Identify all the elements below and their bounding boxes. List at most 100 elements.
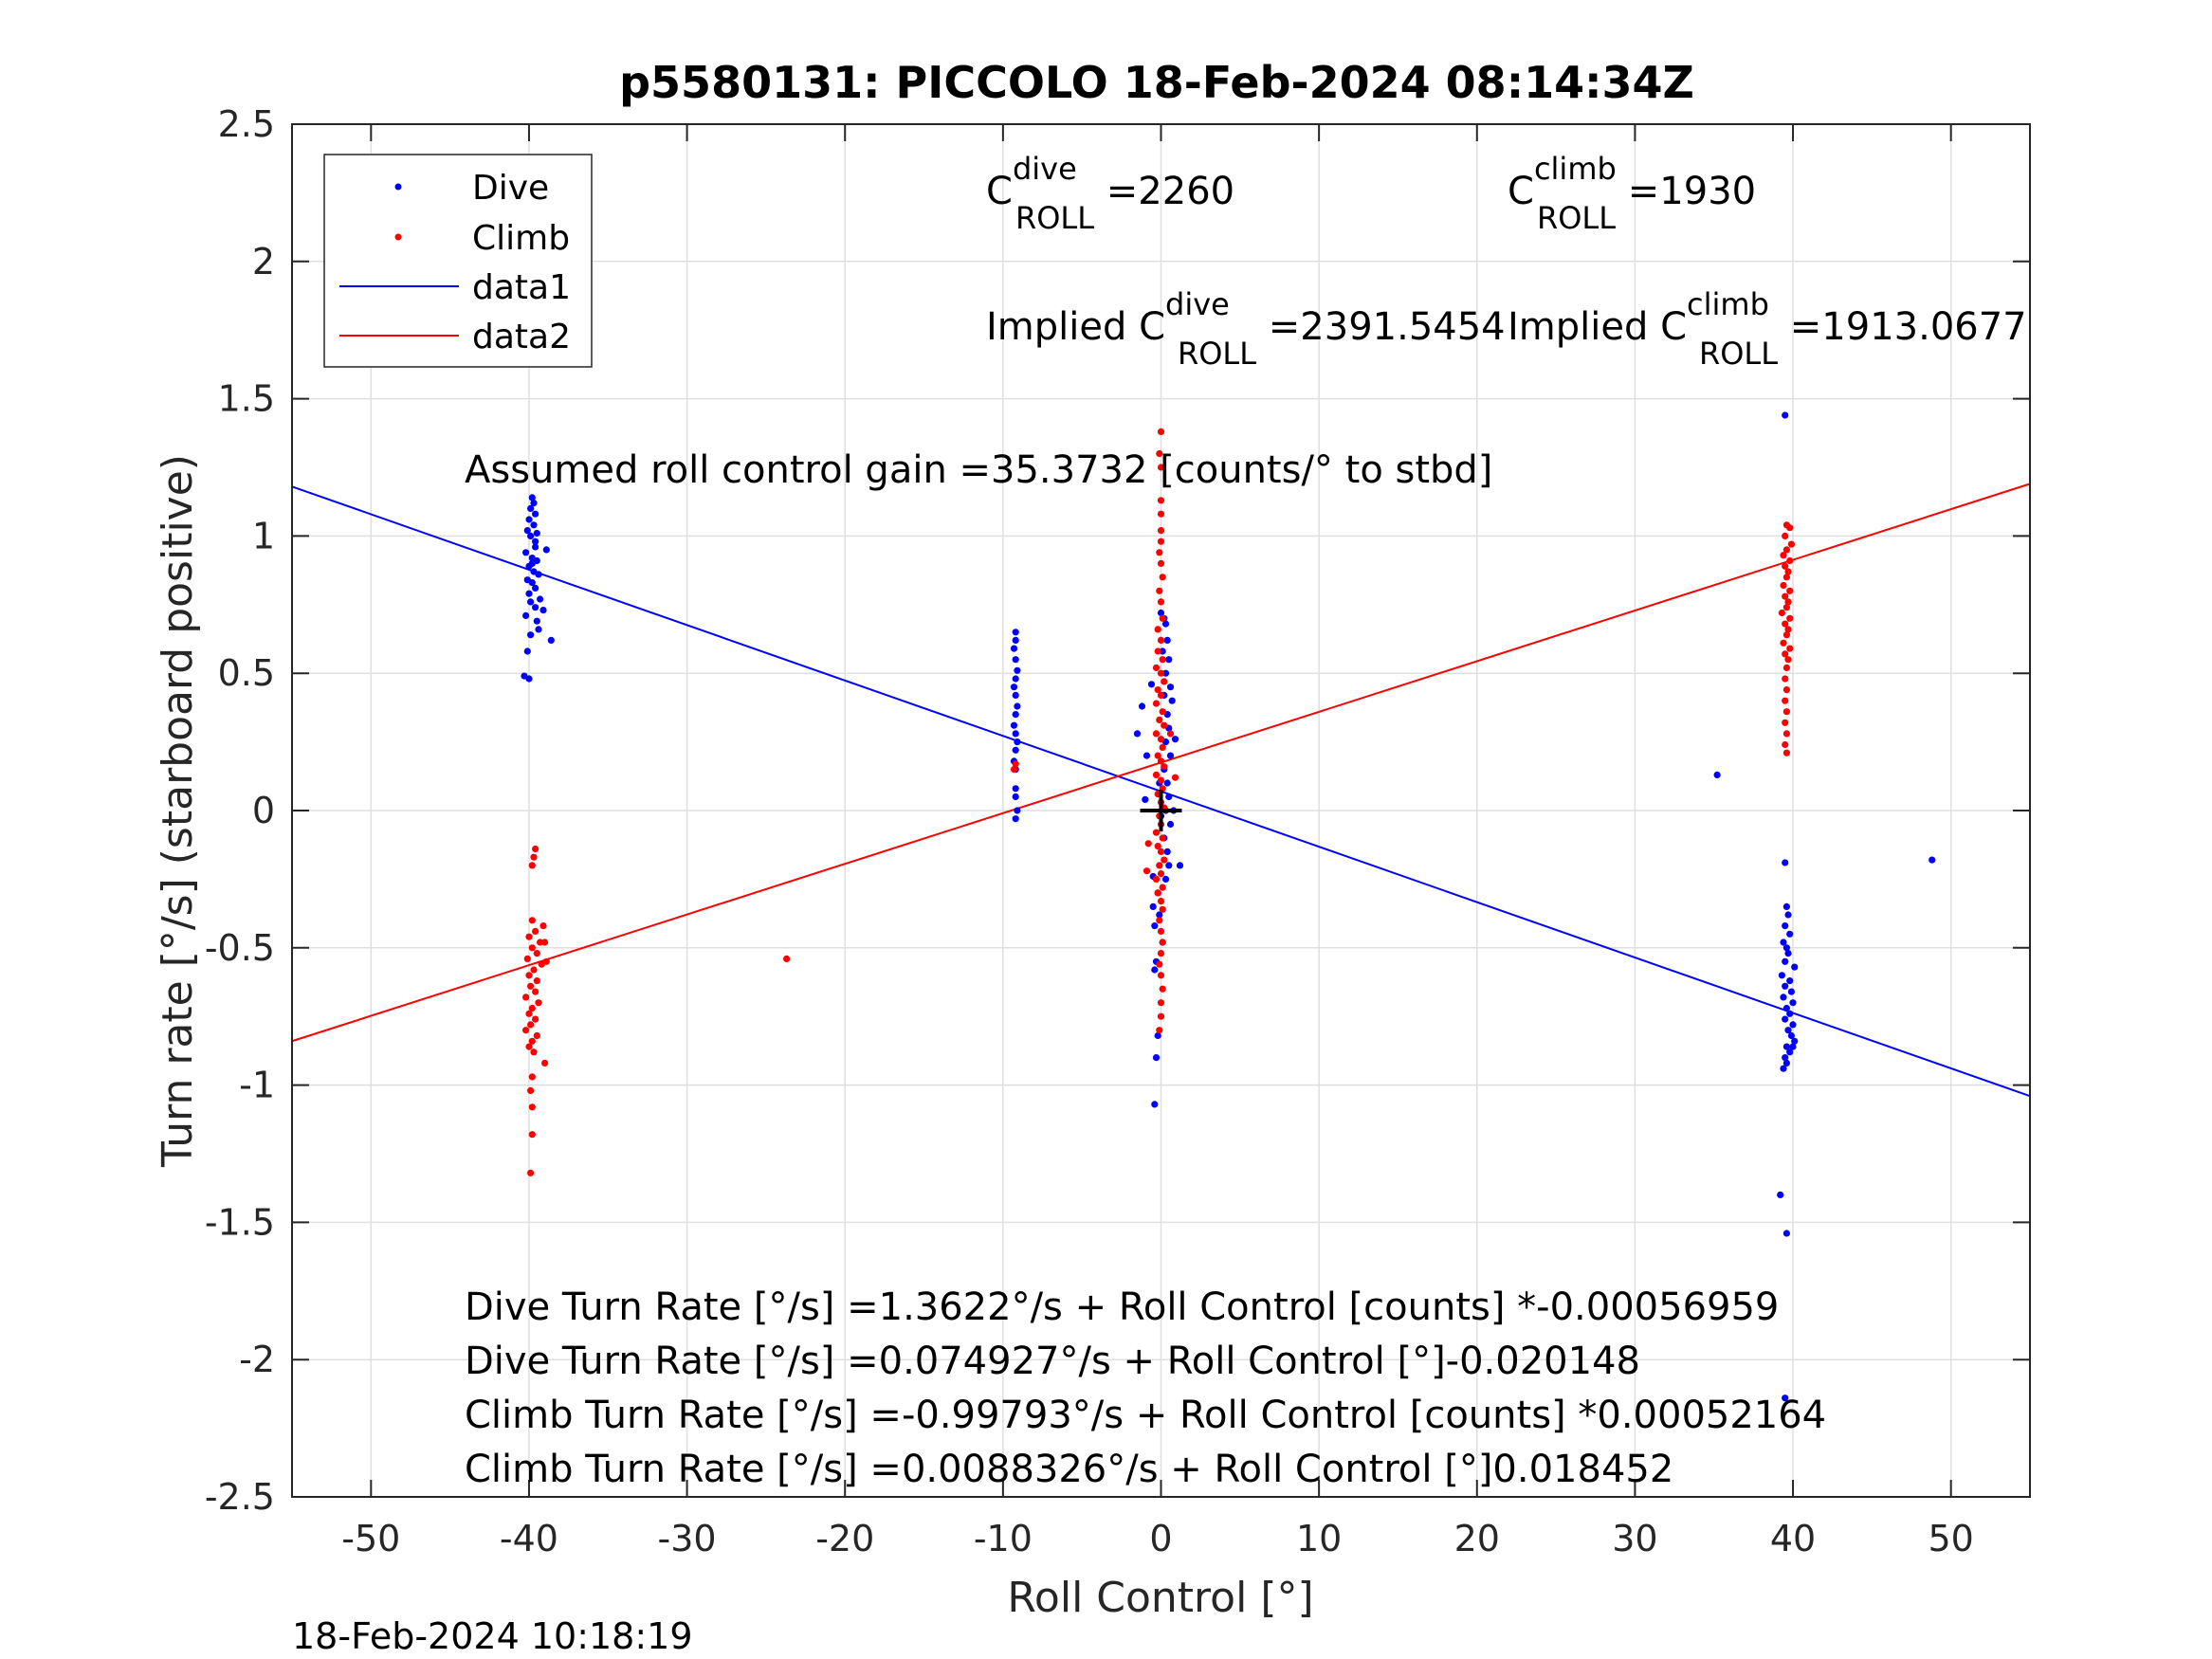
climb-point (1159, 985, 1166, 993)
x-tick-label: -50 (341, 1518, 400, 1559)
climb-point (1154, 752, 1161, 759)
dive-point (547, 636, 555, 645)
climb-point (541, 1059, 549, 1066)
dive-point (1165, 656, 1173, 664)
climb-point (1782, 650, 1789, 658)
climb-point (1159, 656, 1166, 664)
annotation-c-climb: Cclimb ROLL =1930 (1508, 151, 1756, 236)
dive-point (1010, 645, 1018, 652)
y-tick-label: -1.5 (205, 1201, 275, 1243)
climb-point (1784, 626, 1792, 633)
dive-point (532, 584, 539, 592)
climb-point (1159, 574, 1166, 581)
climb-point (525, 1010, 533, 1017)
climb-point (533, 977, 540, 985)
dive-point (1782, 1015, 1789, 1023)
y-tick-label: -2.5 (205, 1476, 275, 1518)
climb-point (533, 1031, 540, 1040)
dive-point (1786, 1010, 1794, 1017)
x-tick-label: -30 (658, 1518, 717, 1559)
climb-point (1780, 581, 1787, 590)
climb-point (532, 988, 539, 995)
dive-point (1014, 738, 1021, 746)
climb-point (1152, 664, 1161, 672)
dive-point (1791, 963, 1799, 971)
dive-point (522, 611, 530, 620)
climb-point (1156, 587, 1163, 594)
climb-point (1159, 834, 1166, 842)
climb-point (528, 1037, 536, 1045)
y-tick-label: 1 (252, 515, 275, 556)
climb-point (1152, 771, 1161, 779)
dive-point (522, 549, 530, 556)
dive-point (1166, 752, 1175, 759)
climb-point (528, 1131, 536, 1139)
climb-point (1782, 719, 1789, 726)
y-tick-label: 1.5 (218, 378, 275, 420)
dive-point (1163, 848, 1171, 856)
climb-point (1156, 862, 1163, 869)
y-tick-label: 0 (252, 790, 275, 831)
dive-point (1782, 944, 1790, 952)
climb-point (1156, 917, 1163, 924)
dive-point (1014, 666, 1021, 674)
x-tick-labels: -50 -40 -30 -20 -10 0 10 20 30 40 50 (341, 1518, 1974, 1559)
dive-point (1782, 1395, 1789, 1402)
dive-point (1789, 999, 1797, 1007)
climb-point (1157, 999, 1165, 1007)
dive-point (1782, 859, 1789, 866)
dive-point (1782, 1230, 1790, 1237)
climb-point (1782, 532, 1789, 540)
climb-point (1010, 766, 1018, 774)
dive-point (1012, 629, 1019, 636)
climb-point (528, 917, 536, 924)
climb-point (1157, 598, 1165, 606)
dive-point (1782, 1004, 1790, 1012)
climb-point (1159, 614, 1166, 622)
annotation-c-dive: Cdive ROLL =2260 (986, 151, 1234, 236)
climb-point (539, 922, 547, 930)
legend-box (323, 154, 593, 368)
dive-point (1777, 1191, 1784, 1198)
climb-point (1161, 763, 1168, 771)
climb-point (1786, 587, 1794, 594)
dive-point (1782, 982, 1789, 990)
climb-point (1156, 449, 1163, 458)
dive-point (1782, 922, 1789, 930)
dive-point (1010, 721, 1018, 729)
dive-point (1152, 1054, 1161, 1062)
climb-point (1786, 524, 1794, 532)
dive-point (1014, 807, 1021, 814)
climb-point (1154, 626, 1161, 633)
climb-point (528, 862, 536, 869)
climb-point (1143, 867, 1151, 875)
climb-point (527, 1086, 535, 1094)
climb-point (1159, 743, 1166, 752)
climb-point (1154, 686, 1161, 694)
dive-point (1161, 875, 1170, 884)
climb-point (528, 1004, 536, 1012)
legend-climb-label: Climb (472, 219, 570, 258)
dive-point (1014, 702, 1021, 710)
origin-marker (1140, 790, 1182, 831)
climb-point (537, 939, 544, 946)
climb-point (1782, 546, 1790, 554)
dive-point (1780, 994, 1787, 1001)
climb-point (1156, 960, 1163, 968)
dive-point (1012, 691, 1019, 700)
climb-point (1157, 927, 1165, 936)
climb-point (1782, 604, 1790, 611)
dive-point (1171, 736, 1179, 743)
climb-point (1161, 721, 1168, 729)
climb-point (1157, 972, 1165, 979)
dive-point (1149, 902, 1157, 911)
climb-point (528, 1103, 536, 1111)
annotation-implied-dive: Implied Cdive ROLL =2391.5454 (986, 286, 1506, 372)
x-tick-label: 40 (1770, 1518, 1816, 1559)
y-tick-label: 0.5 (218, 652, 275, 694)
climb-point (525, 972, 533, 979)
climb-point (1784, 598, 1792, 606)
x-tick-label: -10 (974, 1518, 1033, 1559)
dive-point (1780, 939, 1787, 946)
